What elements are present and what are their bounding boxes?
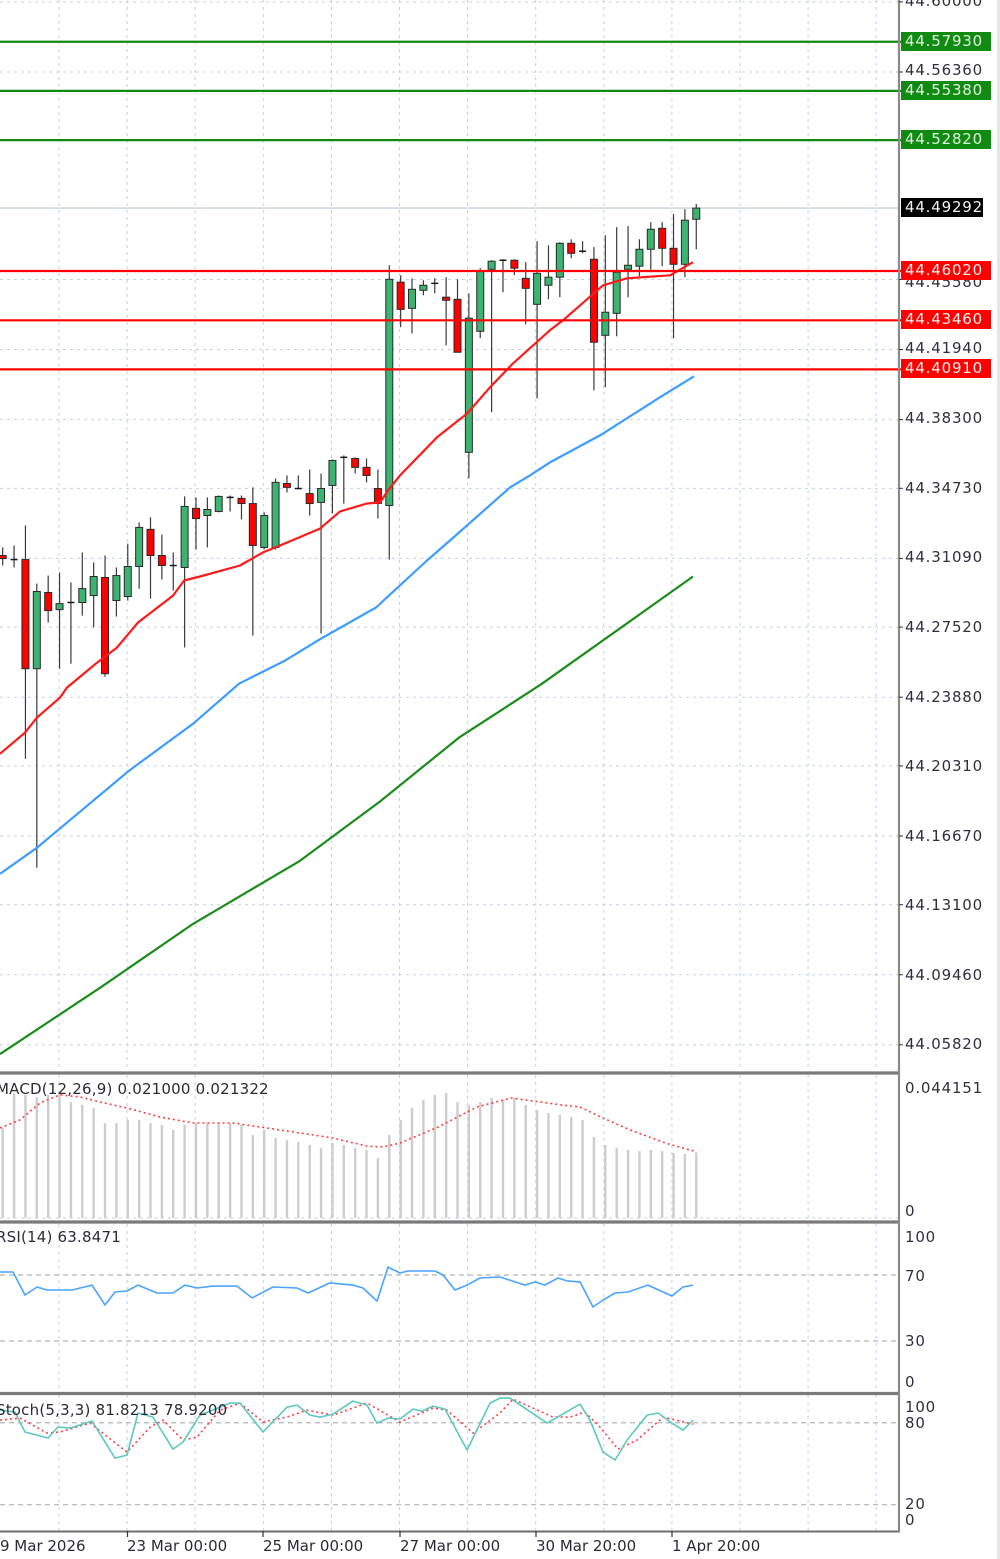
moving-average-line: [0, 575, 694, 1056]
current-price-tag: 44.49292: [901, 198, 983, 217]
grid: [0, 0, 899, 1532]
price-axis-label: 44.31090: [905, 548, 983, 566]
rsi-axis-label: 100: [905, 1228, 937, 1246]
price-axis-label: 44.60000: [905, 0, 983, 10]
time-axis-label: 9 Mar 2026: [0, 1537, 86, 1555]
price-axis-label: 44.13100: [905, 896, 983, 914]
time-axis-label: 1 Apr 20:00: [672, 1537, 761, 1555]
price-axis-label: 44.05820: [905, 1035, 983, 1053]
moving-averages: [0, 261, 695, 1056]
price-axis-label: 44.20310: [905, 757, 983, 775]
macd-histogram: [1, 1092, 698, 1218]
resistance-level-tag: 44.57930: [901, 32, 991, 51]
support-level-tag: 44.43460: [901, 310, 991, 329]
moving-average-line: [0, 261, 694, 755]
macd-axis-max-label: 0.044151: [905, 1079, 983, 1097]
panel-frame: [0, 0, 903, 1537]
price-axis-label: 44.09460: [905, 966, 983, 984]
rsi-axis-label: 70: [905, 1267, 926, 1285]
price-axis-label: 44.27520: [905, 618, 983, 636]
time-axis-label: 30 Mar 20:00: [536, 1537, 637, 1555]
price-axis-label: 44.56360: [905, 61, 983, 79]
support-level-tag: 44.40910: [901, 359, 991, 378]
rsi-axis-label: 30: [905, 1332, 926, 1350]
stochastic-axis-label: 0: [905, 1511, 916, 1529]
macd-signal-line: [0, 1093, 696, 1153]
moving-average-line: [0, 375, 695, 875]
support-level-tag: 44.46020: [901, 261, 991, 280]
resistance-level-tag: 44.52820: [901, 130, 991, 149]
rsi-axis-label: 0: [905, 1373, 916, 1391]
price-axis-label: 44.34730: [905, 479, 983, 497]
horizontal-levels[interactable]: [0, 40, 901, 371]
price-axis-label: 44.38300: [905, 409, 983, 427]
time-axis-label: 23 Mar 00:00: [127, 1537, 228, 1555]
window-edge: [997, 0, 1000, 1559]
price-axis-label: 44.23880: [905, 688, 983, 706]
price-axis-label: 44.41940: [905, 339, 983, 357]
rsi-indicator-title: RSI(14) 63.8471: [0, 1228, 121, 1246]
time-axis-label: 25 Mar 00:00: [263, 1537, 364, 1555]
stochastic-k-line: [0, 1397, 694, 1461]
stochastic-axis-label: 80: [905, 1414, 926, 1432]
candles: [0, 204, 701, 868]
macd-indicator-title: MACD(12,26,9) 0.021000 0.021322: [0, 1080, 269, 1098]
macd-axis-zero-label: 0: [905, 1202, 916, 1220]
stochastic-axis-label: 20: [905, 1495, 926, 1513]
rsi-line: [0, 1266, 694, 1308]
stochastic-axis-label: 100: [905, 1398, 937, 1416]
resistance-level-tag: 44.55380: [901, 81, 991, 100]
time-axis-label: 27 Mar 00:00: [400, 1537, 501, 1555]
stochastic-indicator-title: Stoch(5,3,3) 81.8213 78.9200: [0, 1401, 228, 1419]
price-axis-label: 44.16670: [905, 827, 983, 845]
